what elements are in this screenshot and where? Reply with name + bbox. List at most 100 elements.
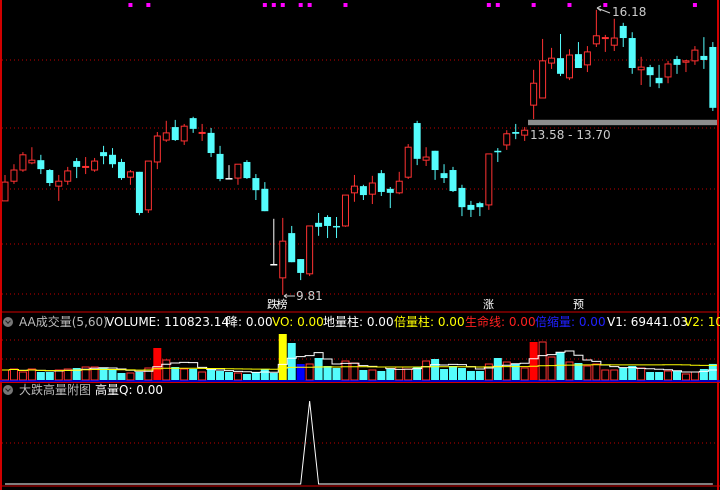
candle (270, 218, 278, 266)
candle-body (180, 125, 188, 142)
candle-body (458, 187, 466, 208)
volume-bar (323, 366, 332, 380)
candle (73, 157, 81, 179)
candle (664, 60, 672, 84)
signal-marker (603, 3, 608, 7)
candle-body (673, 59, 681, 65)
candle-body (341, 194, 349, 227)
candle (135, 171, 143, 216)
volume-bar (251, 372, 260, 380)
v2-value: V2: 10 (684, 315, 720, 329)
volume-bar (547, 356, 556, 381)
volume-panel-collapse-icon[interactable] (3, 317, 13, 327)
candle-body (574, 54, 582, 69)
candle (377, 170, 385, 196)
signal-marker (567, 3, 572, 7)
candle (530, 69, 538, 120)
candle-body (601, 37, 609, 40)
gaoliang-line (5, 400, 713, 485)
volume-bar (18, 371, 27, 381)
candle (216, 145, 224, 182)
candle-body (189, 118, 197, 129)
volume-bar (171, 367, 180, 380)
volume-bar (189, 369, 198, 380)
candle-body (162, 132, 170, 141)
volume-ma-lines (0, 350, 718, 373)
volume-bar (422, 360, 431, 381)
candle (467, 200, 475, 218)
volume-bar (144, 367, 153, 381)
volume-bar (655, 372, 664, 380)
volume-bar (314, 358, 323, 380)
candle (557, 34, 565, 77)
signal-marker (271, 3, 276, 7)
signal-bang: 榜 (276, 298, 288, 311)
candle-body (422, 156, 430, 161)
candle (100, 145, 108, 165)
volume-bar (341, 360, 350, 381)
candle-body (592, 35, 600, 45)
candle-body (619, 25, 627, 39)
candle-body (324, 217, 332, 226)
volume-bar (538, 341, 547, 381)
ma5-line (0, 350, 718, 373)
candle (709, 42, 717, 111)
signal-zhang-text: 涨 (483, 298, 494, 311)
candle (180, 123, 188, 145)
ma60-line (0, 364, 718, 372)
volume-bars[interactable] (1, 334, 717, 381)
candlesticks[interactable] (1, 9, 717, 295)
candle-body (270, 263, 278, 266)
volume-bar (493, 358, 502, 380)
volume-bar (81, 366, 90, 381)
candle (682, 59, 690, 73)
candle (279, 217, 287, 295)
candle (324, 215, 332, 239)
volume-bar (413, 367, 422, 380)
candle (37, 154, 45, 175)
candle-body (548, 57, 556, 64)
candle (10, 164, 18, 184)
candle-body (503, 133, 511, 146)
candle (539, 38, 547, 99)
volume-bar (108, 370, 117, 380)
volume-bar (225, 372, 233, 380)
candle-body (440, 173, 448, 179)
volume-bar (646, 372, 655, 380)
candle (82, 157, 90, 175)
candle (171, 119, 179, 141)
candle-body (682, 60, 690, 63)
candle (628, 32, 636, 74)
candle (109, 148, 117, 168)
candle-body (431, 150, 439, 171)
candle (503, 130, 511, 150)
volume-bar (117, 373, 126, 380)
volume-bar (565, 361, 574, 381)
bottom-panel-collapse-icon[interactable] (3, 385, 13, 395)
candle (234, 163, 242, 185)
candle-body (100, 152, 108, 157)
candle-body (28, 159, 36, 164)
volume-bar (377, 371, 386, 380)
volume-bar (457, 368, 466, 380)
candle-body (73, 161, 81, 167)
candle (637, 56, 645, 86)
candle-body (449, 170, 457, 192)
volume-bar (502, 361, 511, 381)
volume-bar (440, 369, 449, 380)
candle (512, 123, 520, 140)
candle-body (377, 173, 385, 192)
candle-body (467, 204, 475, 210)
volume-bar (54, 369, 63, 381)
candle (404, 144, 412, 179)
volume-bar (637, 367, 646, 381)
volume-bar-highlight (278, 334, 287, 380)
candle-body (109, 154, 117, 165)
volume-value: VOLUME: 110823.14 (106, 315, 229, 329)
candle-body (64, 170, 72, 182)
candle-body (46, 170, 54, 183)
candle-body (37, 160, 45, 170)
